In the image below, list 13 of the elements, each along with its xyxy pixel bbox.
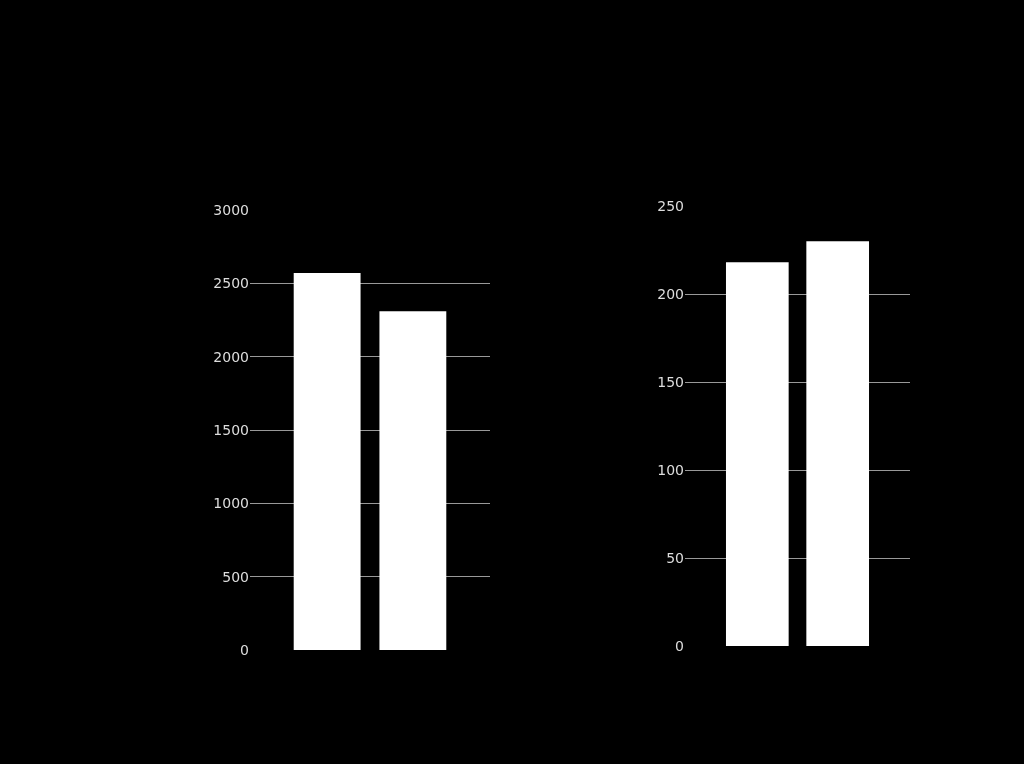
y-tick-label: 100 [657,461,684,478]
y-tick-label: 500 [222,568,249,585]
y-tick-label: 0 [240,641,249,658]
y-tick-label: 0 [675,637,684,654]
y-tick-label: 3000 [213,201,249,218]
y-tick-label: 2500 [213,275,249,292]
y-tick-label: 200 [657,285,684,302]
y-tick-label: 2000 [213,348,249,365]
y-tick-label: 1000 [213,495,249,512]
y-tick-label: 50 [666,549,684,566]
y-tick-label: 150 [657,373,684,390]
y-tick-label: 250 [657,197,684,214]
y-tick-label: 1500 [213,421,249,438]
